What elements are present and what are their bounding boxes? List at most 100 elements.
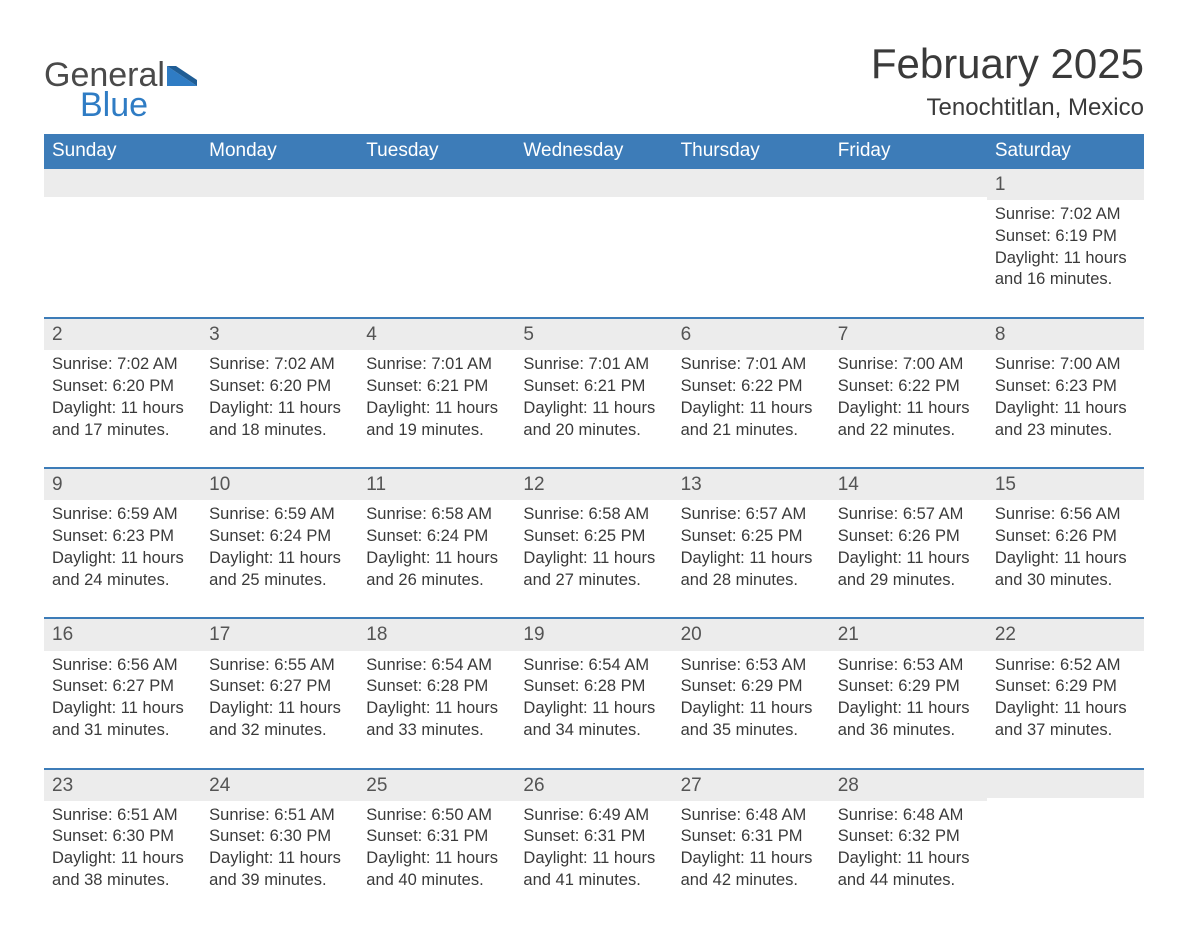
daylight-text: and 41 minutes. <box>523 870 664 892</box>
daylight-text: and 21 minutes. <box>681 420 822 442</box>
sunrise-text: Sunrise: 7:00 AM <box>838 354 979 376</box>
day-content: Sunrise: 6:54 AMSunset: 6:28 PMDaylight:… <box>366 655 507 742</box>
calendar-day: 23Sunrise: 6:51 AMSunset: 6:30 PMDayligh… <box>44 770 201 896</box>
sunrise-text: Sunrise: 6:56 AM <box>52 655 193 677</box>
daylight-text: and 24 minutes. <box>52 570 193 592</box>
calendar-day: 11Sunrise: 6:58 AMSunset: 6:24 PMDayligh… <box>358 469 515 595</box>
brand-text: General Blue <box>44 58 197 122</box>
sunset-text: Sunset: 6:23 PM <box>52 526 193 548</box>
sunset-text: Sunset: 6:29 PM <box>838 676 979 698</box>
calendar-day: 21Sunrise: 6:53 AMSunset: 6:29 PMDayligh… <box>830 619 987 745</box>
sunrise-text: Sunrise: 7:00 AM <box>995 354 1136 376</box>
daylight-text: Daylight: 11 hours <box>523 848 664 870</box>
location: Tenochtitlan, Mexico <box>871 94 1144 122</box>
sunrise-text: Sunrise: 6:57 AM <box>838 504 979 526</box>
daylight-text: and 36 minutes. <box>838 720 979 742</box>
day-content: Sunrise: 6:54 AMSunset: 6:28 PMDaylight:… <box>523 655 664 742</box>
calendar-day-blank <box>987 770 1144 896</box>
daylight-text: and 40 minutes. <box>366 870 507 892</box>
day-number: 24 <box>201 770 358 801</box>
day-number: 11 <box>358 469 515 500</box>
day-content: Sunrise: 6:55 AMSunset: 6:27 PMDaylight:… <box>209 655 350 742</box>
daylight-text: and 16 minutes. <box>995 269 1136 291</box>
day-number: 4 <box>358 319 515 350</box>
day-number: 8 <box>987 319 1144 350</box>
daylight-text: Daylight: 11 hours <box>52 698 193 720</box>
sunrise-text: Sunrise: 6:58 AM <box>366 504 507 526</box>
sunset-text: Sunset: 6:20 PM <box>52 376 193 398</box>
sunset-text: Sunset: 6:29 PM <box>681 676 822 698</box>
daylight-text: and 20 minutes. <box>523 420 664 442</box>
day-number <box>830 169 987 197</box>
daylight-text: and 26 minutes. <box>366 570 507 592</box>
calendar-day: 14 Sunrise: 6:57 AMSunset: 6:26 PMDayligh… <box>830 469 987 595</box>
daylight-text: and 39 minutes. <box>209 870 350 892</box>
calendar-day-blank <box>515 169 672 295</box>
daylight-text: Daylight: 11 hours <box>209 398 350 420</box>
calendar-day: 19Sunrise: 6:54 AMSunset: 6:28 PMDayligh… <box>515 619 672 745</box>
calendar-day: 3Sunrise: 7:02 AMSunset: 6:20 PMDaylight… <box>201 319 358 445</box>
sunrise-text: Sunrise: 6:50 AM <box>366 805 507 827</box>
day-content: Sunrise: 6:51 AMSunset: 6:30 PMDaylight:… <box>209 805 350 892</box>
sunset-text: Sunset: 6:31 PM <box>366 826 507 848</box>
weekday-header: Monday <box>201 134 358 169</box>
day-number <box>515 169 672 197</box>
sunrise-text: Sunrise: 7:02 AM <box>209 354 350 376</box>
day-number: 25 <box>358 770 515 801</box>
sunset-text: Sunset: 6:26 PM <box>995 526 1136 548</box>
calendar-day: 10Sunrise: 6:59 AMSunset: 6:24 PMDayligh… <box>201 469 358 595</box>
daylight-text: and 31 minutes. <box>52 720 193 742</box>
daylight-text: and 35 minutes. <box>681 720 822 742</box>
daylight-text: Daylight: 11 hours <box>523 698 664 720</box>
calendar-day-blank <box>44 169 201 295</box>
daylight-text: Daylight: 11 hours <box>681 848 822 870</box>
day-content: Sunrise: 6:49 AMSunset: 6:31 PMDaylight:… <box>523 805 664 892</box>
sunset-text: Sunset: 6:29 PM <box>995 676 1136 698</box>
day-content: Sunrise: 6:52 AMSunset: 6:29 PMDaylight:… <box>995 655 1136 742</box>
daylight-text: Daylight: 11 hours <box>209 548 350 570</box>
day-number <box>44 169 201 197</box>
sunrise-text: Sunrise: 6:59 AM <box>52 504 193 526</box>
weekday-header: Thursday <box>673 134 830 169</box>
daylight-text: and 33 minutes. <box>366 720 507 742</box>
day-content: Sunrise: 6:57 AMSunset: 6:26 PMDaylight:… <box>838 504 979 591</box>
calendar-day: 4 Sunrise: 7:01 AMSunset: 6:21 PMDaylight… <box>358 319 515 445</box>
day-content: Sunrise: 6:59 AMSunset: 6:24 PMDaylight:… <box>209 504 350 591</box>
daylight-text: Daylight: 11 hours <box>995 698 1136 720</box>
day-content: Sunrise: 7:01 AMSunset: 6:22 PMDaylight:… <box>681 354 822 441</box>
day-content: Sunrise: 7:02 AMSunset: 6:19 PMDaylight:… <box>995 204 1136 291</box>
day-content <box>209 201 350 287</box>
day-number: 6 <box>673 319 830 350</box>
day-number: 16 <box>44 619 201 650</box>
daylight-text: and 34 minutes. <box>523 720 664 742</box>
day-number: 22 <box>987 619 1144 650</box>
weekday-header-row: Sunday Monday Tuesday Wednesday Thursday… <box>44 134 1144 169</box>
day-number: 14 <box>830 469 987 500</box>
daylight-text: and 42 minutes. <box>681 870 822 892</box>
calendar-week: 9Sunrise: 6:59 AMSunset: 6:23 PMDaylight… <box>44 467 1144 595</box>
daylight-text: Daylight: 11 hours <box>209 698 350 720</box>
day-number: 18 <box>358 619 515 650</box>
day-content: Sunrise: 6:53 AMSunset: 6:29 PMDaylight:… <box>838 655 979 742</box>
sunrise-text: Sunrise: 6:55 AM <box>209 655 350 677</box>
weekday-header: Friday <box>830 134 987 169</box>
sunset-text: Sunset: 6:27 PM <box>209 676 350 698</box>
weekday-header: Wednesday <box>515 134 672 169</box>
calendar-day: 20Sunrise: 6:53 AMSunset: 6:29 PMDayligh… <box>673 619 830 745</box>
sunrise-text: Sunrise: 7:02 AM <box>52 354 193 376</box>
sunset-text: Sunset: 6:30 PM <box>209 826 350 848</box>
sunrise-text: Sunrise: 6:53 AM <box>681 655 822 677</box>
day-content: Sunrise: 7:01 AMSunset: 6:21 PMDaylight:… <box>366 354 507 441</box>
sunset-text: Sunset: 6:31 PM <box>523 826 664 848</box>
day-content: Sunrise: 6:56 AMSunset: 6:27 PMDaylight:… <box>52 655 193 742</box>
calendar-week: 16Sunrise: 6:56 AMSunset: 6:27 PMDayligh… <box>44 617 1144 745</box>
day-content: Sunrise: 6:57 AMSunset: 6:25 PMDaylight:… <box>681 504 822 591</box>
calendar-day: 7Sunrise: 7:00 AMSunset: 6:22 PMDaylight… <box>830 319 987 445</box>
daylight-text: Daylight: 11 hours <box>995 248 1136 270</box>
sunset-text: Sunset: 6:30 PM <box>52 826 193 848</box>
daylight-text: Daylight: 11 hours <box>681 548 822 570</box>
daylight-text: Daylight: 11 hours <box>52 548 193 570</box>
daylight-text: Daylight: 11 hours <box>838 398 979 420</box>
day-number <box>201 169 358 197</box>
day-content: Sunrise: 6:51 AMSunset: 6:30 PMDaylight:… <box>52 805 193 892</box>
